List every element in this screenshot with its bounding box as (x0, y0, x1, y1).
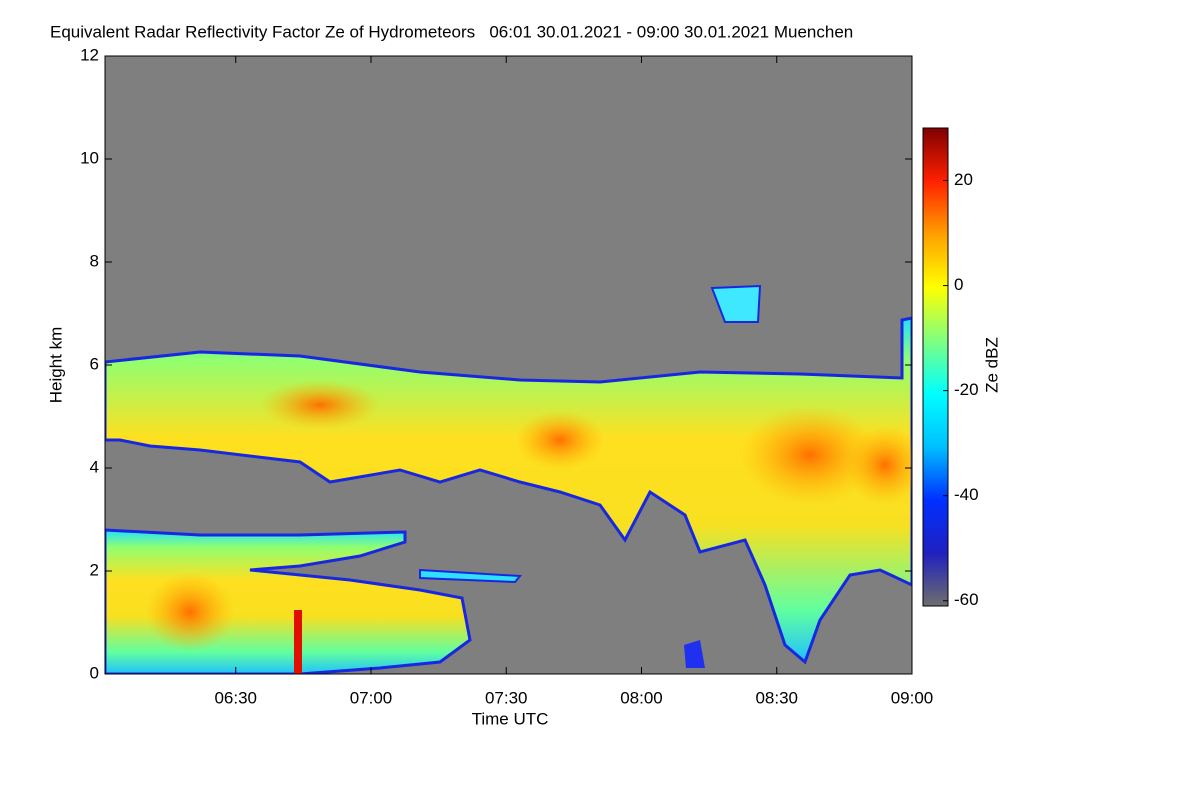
echo-patch (684, 640, 705, 668)
x-tick-label: 08:30 (755, 688, 798, 707)
colorbar-tick-label: -60 (954, 590, 979, 609)
y-tick-label: 2 (90, 560, 99, 579)
echo-core (294, 610, 302, 674)
y-tick-label: 10 (80, 148, 99, 167)
radar-image (105, 56, 912, 674)
echo-patch (710, 284, 762, 323)
echo-core (515, 410, 605, 470)
chart-title: Equivalent Radar Reflectivity Factor Ze … (50, 22, 853, 41)
echo-core (260, 380, 380, 430)
echo-core (740, 405, 880, 505)
y-tick-label: 0 (90, 663, 99, 682)
colorbar-tick-label: -40 (954, 485, 979, 504)
x-tick-label: 06:30 (214, 688, 257, 707)
y-tick-label: 6 (90, 354, 99, 373)
y-axis-label: Height km (46, 327, 65, 404)
colorbar-tick-label: 20 (954, 170, 973, 189)
x-tick-label: 07:00 (350, 688, 393, 707)
colorbar-label: Ze dBZ (982, 337, 1001, 393)
echo-core (145, 572, 235, 652)
x-tick-label: 08:00 (620, 688, 663, 707)
echo-thin (419, 568, 523, 584)
y-tick-label: 4 (90, 457, 99, 476)
x-axis-label: Time UTC (472, 709, 549, 728)
echo-core (845, 425, 912, 505)
x-tick-label: 07:30 (485, 688, 528, 707)
colorbar-tick-label: 0 (954, 275, 963, 294)
y-tick-label: 12 (80, 45, 99, 64)
colorbar (922, 127, 949, 607)
colorbar-tick-label: -20 (954, 380, 979, 399)
y-tick-label: 8 (90, 251, 99, 270)
x-tick-label: 09:00 (891, 688, 934, 707)
